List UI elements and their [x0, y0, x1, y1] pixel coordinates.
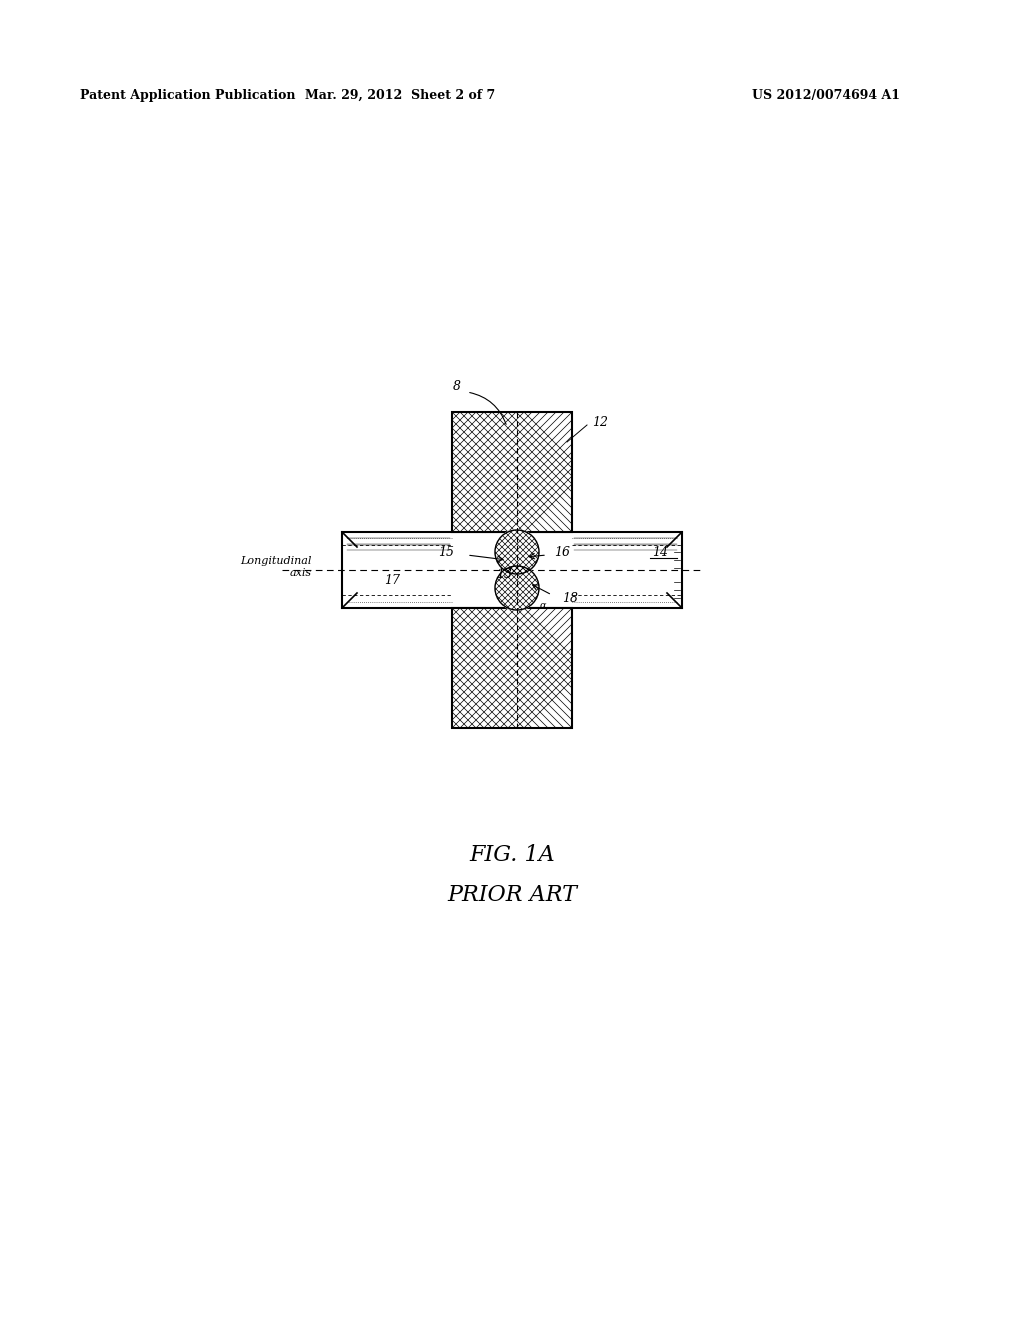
Ellipse shape — [495, 566, 539, 610]
Ellipse shape — [495, 531, 539, 574]
Text: 18: 18 — [562, 591, 578, 605]
Text: 12: 12 — [592, 416, 608, 429]
Text: 15: 15 — [438, 545, 454, 558]
Text: 14: 14 — [652, 545, 668, 558]
Text: Longitudinal
axis: Longitudinal axis — [241, 556, 312, 578]
Text: PRIOR ART: PRIOR ART — [447, 884, 577, 906]
Text: FIG. 1A: FIG. 1A — [469, 843, 555, 866]
Text: 13: 13 — [496, 569, 512, 582]
Text: US 2012/0074694 A1: US 2012/0074694 A1 — [752, 88, 900, 102]
Text: 16: 16 — [554, 545, 570, 558]
Text: 8: 8 — [453, 380, 461, 393]
Text: 17: 17 — [384, 573, 400, 586]
Text: α: α — [540, 601, 547, 610]
Ellipse shape — [495, 531, 539, 574]
Ellipse shape — [495, 531, 539, 574]
Ellipse shape — [495, 566, 539, 610]
Text: Patent Application Publication: Patent Application Publication — [80, 88, 296, 102]
Bar — [452, 609, 572, 729]
Ellipse shape — [495, 566, 539, 610]
Bar — [342, 532, 682, 609]
Bar — [452, 412, 572, 532]
Text: Mar. 29, 2012  Sheet 2 of 7: Mar. 29, 2012 Sheet 2 of 7 — [305, 88, 496, 102]
